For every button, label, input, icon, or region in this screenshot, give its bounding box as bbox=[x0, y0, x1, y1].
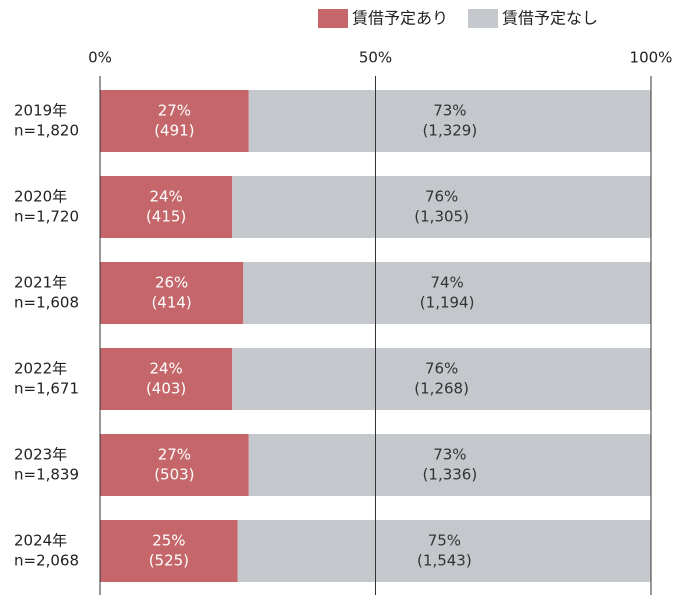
value-label: 76% bbox=[425, 188, 458, 206]
bar-segment bbox=[232, 348, 652, 410]
bar-segment bbox=[100, 90, 249, 152]
category-label: 2023年 bbox=[14, 446, 67, 464]
count-label: (403) bbox=[146, 380, 186, 398]
count-label: (1,329) bbox=[423, 122, 478, 140]
legend-label: 賃借予定あり bbox=[352, 9, 448, 28]
count-label: (503) bbox=[154, 466, 194, 484]
count-label: (491) bbox=[154, 122, 194, 140]
count-label: (1,543) bbox=[417, 552, 472, 570]
value-label: 73% bbox=[433, 102, 466, 120]
category-label: n=1,671 bbox=[14, 380, 79, 398]
count-label: (525) bbox=[149, 552, 189, 570]
bar-segment bbox=[100, 176, 233, 238]
count-label: (414) bbox=[151, 294, 191, 312]
category-label: n=1,820 bbox=[14, 122, 79, 140]
bar-segment bbox=[248, 90, 651, 152]
count-label: (1,194) bbox=[420, 294, 475, 312]
value-label: 27% bbox=[158, 102, 191, 120]
bar-segment bbox=[243, 262, 651, 324]
category-label: 2021年 bbox=[14, 274, 67, 292]
category-label: 2019年 bbox=[14, 102, 67, 120]
bar-segment bbox=[248, 434, 651, 496]
bar-segment bbox=[232, 176, 652, 238]
count-label: (1,268) bbox=[414, 380, 469, 398]
value-label: 24% bbox=[149, 360, 182, 378]
value-label: 76% bbox=[425, 360, 458, 378]
count-label: (1,336) bbox=[423, 466, 478, 484]
count-label: (415) bbox=[146, 208, 186, 226]
category-label: n=1,608 bbox=[14, 294, 79, 312]
category-label: n=1,839 bbox=[14, 466, 79, 484]
value-label: 27% bbox=[158, 446, 191, 464]
value-label: 73% bbox=[433, 446, 466, 464]
value-label: 26% bbox=[155, 274, 188, 292]
category-label: n=1,720 bbox=[14, 208, 79, 226]
value-label: 75% bbox=[428, 532, 461, 550]
legend-swatch bbox=[318, 9, 348, 28]
x-tick-label: 50% bbox=[359, 49, 392, 67]
legend-label: 賃借予定なし bbox=[502, 9, 598, 28]
count-label: (1,305) bbox=[414, 208, 469, 226]
legend-swatch bbox=[468, 9, 499, 28]
bar-segment bbox=[100, 262, 244, 324]
x-tick-label: 100% bbox=[630, 49, 673, 67]
category-label: n=2,068 bbox=[14, 552, 79, 570]
x-tick-label: 0% bbox=[88, 49, 112, 67]
category-label: 2022年 bbox=[14, 360, 67, 378]
bar-segment bbox=[100, 348, 233, 410]
value-label: 24% bbox=[149, 188, 182, 206]
bar-segment bbox=[100, 520, 238, 582]
value-label: 74% bbox=[430, 274, 463, 292]
value-label: 25% bbox=[152, 532, 185, 550]
bar-segment bbox=[100, 434, 249, 496]
bar-segment bbox=[237, 520, 651, 582]
category-label: 2024年 bbox=[14, 532, 67, 550]
category-label: 2020年 bbox=[14, 188, 67, 206]
